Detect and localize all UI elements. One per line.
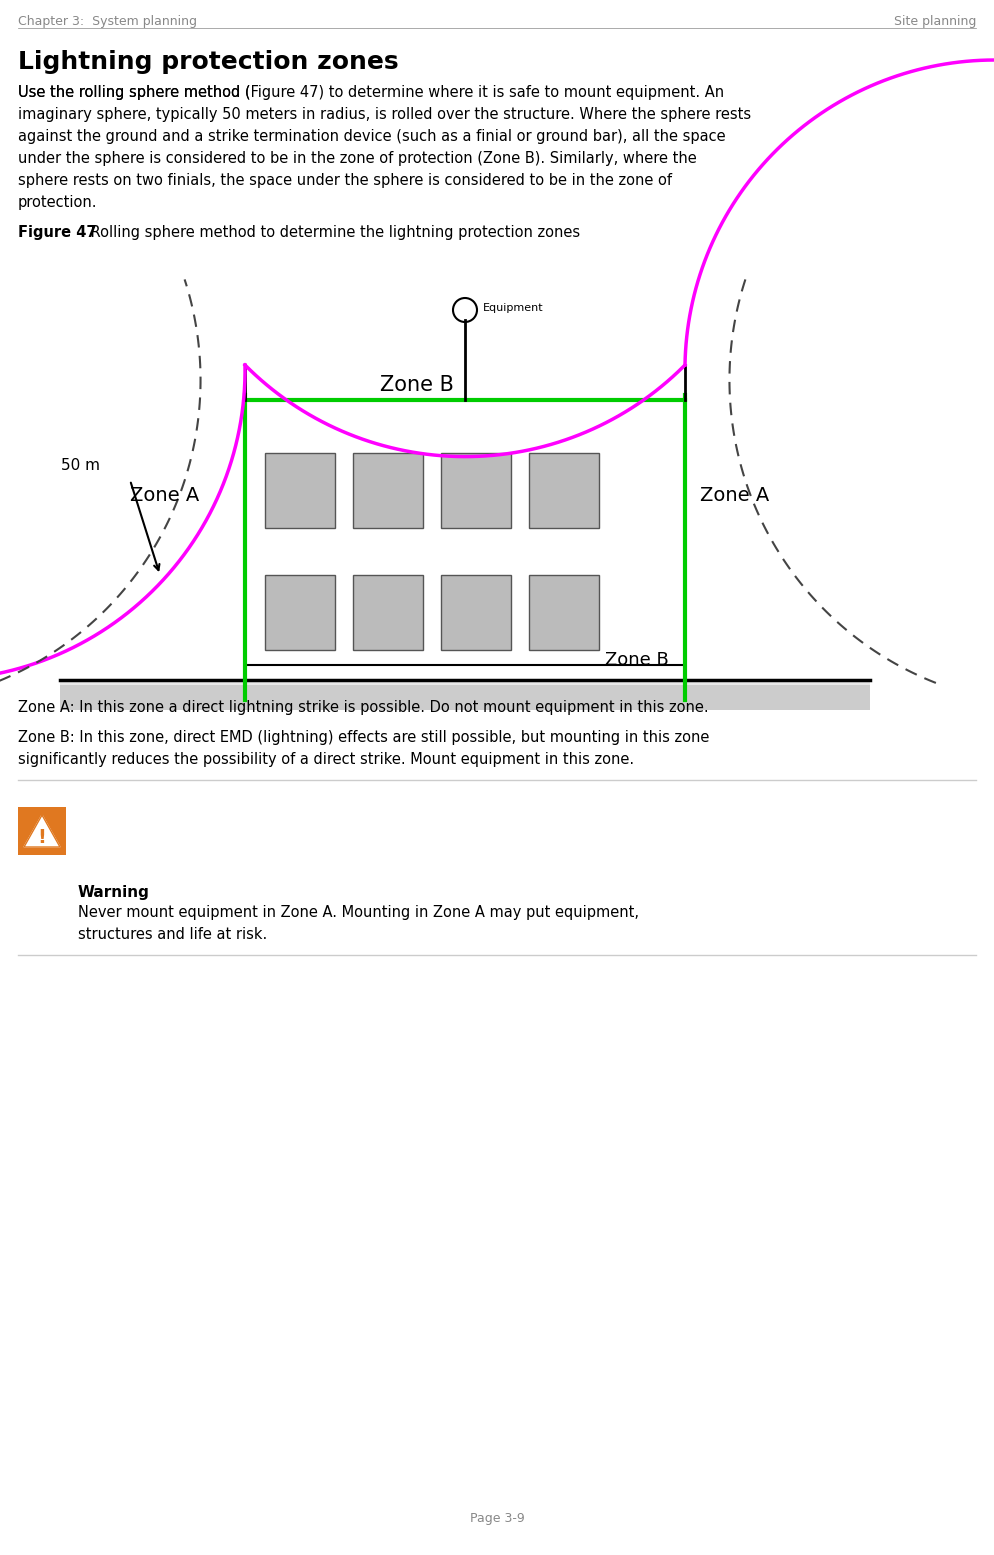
- Text: Warning: Warning: [78, 885, 150, 900]
- Text: Lightning protection zones: Lightning protection zones: [18, 50, 399, 75]
- Text: !: !: [38, 827, 47, 846]
- Bar: [441, 575, 511, 650]
- Bar: [265, 575, 335, 650]
- Text: Zone B: Zone B: [380, 375, 454, 395]
- Text: Chapter 3:  System planning: Chapter 3: System planning: [18, 16, 197, 28]
- Text: sphere rests on two finials, the space under the sphere is considered to be in t: sphere rests on two finials, the space u…: [18, 173, 672, 188]
- Bar: [353, 575, 423, 650]
- Text: structures and life at risk.: structures and life at risk.: [78, 927, 267, 942]
- Text: Never mount equipment in Zone A. Mounting in Zone A may put equipment,: Never mount equipment in Zone A. Mountin…: [78, 905, 639, 921]
- Bar: [529, 575, 599, 650]
- Text: Zone A: Zone A: [700, 485, 769, 504]
- Text: Page 3-9: Page 3-9: [469, 1511, 525, 1525]
- Bar: [18, 807, 66, 855]
- Text: under the sphere is considered to be in the zone of protection (Zone B). Similar: under the sphere is considered to be in …: [18, 151, 697, 166]
- Text: Zone B: In this zone, direct EMD (lightning) effects are still possible, but mou: Zone B: In this zone, direct EMD (lightn…: [18, 729, 710, 745]
- Text: imaginary sphere, typically 50 meters in radius, is rolled over the structure. W: imaginary sphere, typically 50 meters in…: [18, 107, 751, 121]
- Text: Equipment: Equipment: [483, 303, 544, 313]
- Circle shape: [453, 299, 477, 322]
- Bar: [353, 453, 423, 529]
- Bar: [265, 453, 335, 529]
- Text: 50 m: 50 m: [61, 457, 100, 473]
- Bar: [60, 680, 870, 686]
- Bar: [60, 680, 870, 711]
- Text: Zone A: In this zone a direct lightning strike is possible. Do not mount equipme: Zone A: In this zone a direct lightning …: [18, 700, 709, 715]
- Text: protection.: protection.: [18, 194, 97, 210]
- Text: Use the rolling sphere method (Figure 47) to determine where it is safe to mount: Use the rolling sphere method (Figure 47…: [18, 86, 724, 100]
- Bar: [245, 400, 685, 666]
- Text: against the ground and a strike termination device (such as a finial or ground b: against the ground and a strike terminat…: [18, 129, 726, 145]
- Text: Figure 47: Figure 47: [18, 225, 96, 239]
- Polygon shape: [24, 815, 60, 847]
- Text: Rolling sphere method to determine the lightning protection zones: Rolling sphere method to determine the l…: [86, 225, 580, 239]
- Text: Zone A: Zone A: [130, 485, 199, 504]
- Text: Site planning: Site planning: [894, 16, 976, 28]
- Bar: [441, 453, 511, 529]
- Bar: [529, 453, 599, 529]
- Text: Zone B: Zone B: [605, 652, 669, 669]
- Text: significantly reduces the possibility of a direct strike. Mount equipment in thi: significantly reduces the possibility of…: [18, 753, 634, 767]
- Text: Use the rolling sphere method (: Use the rolling sphere method (: [18, 86, 250, 100]
